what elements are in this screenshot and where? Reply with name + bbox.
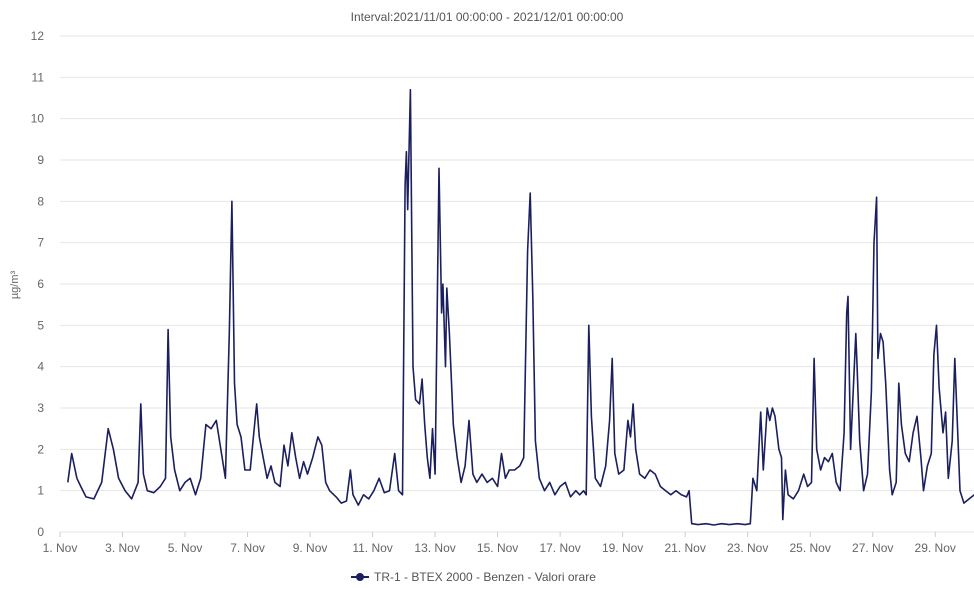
y-axis-label: µg/m³ xyxy=(9,270,21,299)
y-tick-label: 1 xyxy=(37,484,44,498)
x-tick-label: 27. Nov xyxy=(852,541,893,555)
legend-dot-marker xyxy=(356,573,364,581)
x-tick-label: 29. Nov xyxy=(915,541,956,555)
y-tick-label: 10 xyxy=(31,112,45,126)
x-tick-label: 23. Nov xyxy=(727,541,768,555)
x-tick-label: 21. Nov xyxy=(664,541,705,555)
x-tick-label: 25. Nov xyxy=(790,541,831,555)
series-layer xyxy=(67,88,974,526)
series-line-0[interactable] xyxy=(67,88,974,526)
x-tick-label: 11. Nov xyxy=(352,541,392,555)
gridlines xyxy=(60,35,974,533)
x-tick-label: 19. Nov xyxy=(602,541,643,555)
y-tick-label: 12 xyxy=(31,29,45,43)
chart-title: Interval:2021/11/01 00:00:00 - 2021/12/0… xyxy=(351,10,624,24)
x-tick-label: 7. Nov xyxy=(230,541,265,555)
y-tick-label: 3 xyxy=(37,401,44,415)
y-tick-label: 4 xyxy=(37,360,44,374)
x-tick-label: 9. Nov xyxy=(293,541,328,555)
x-axis-ticks: 1. Nov 3. Nov 5. Nov 7. Nov 9. Nov 11. Nov 13.… xyxy=(43,532,956,555)
legend-label: TR-1 - BTEX 2000 - Benzen - Valori orare xyxy=(374,570,596,584)
x-tick-label: 1. Nov xyxy=(43,541,78,555)
y-tick-label: 0 xyxy=(37,525,44,539)
y-tick-label: 2 xyxy=(37,442,44,456)
x-tick-label: 17. Nov xyxy=(539,541,580,555)
x-tick-label: 13. Nov xyxy=(414,541,455,555)
y-tick-label: 6 xyxy=(37,277,44,291)
x-tick-label: 3. Nov xyxy=(105,541,140,555)
y-tick-label: 8 xyxy=(37,194,44,208)
y-tick-label: 9 xyxy=(37,153,44,167)
y-tick-label: 7 xyxy=(37,236,44,250)
x-tick-label: 15. Nov xyxy=(477,541,518,555)
x-tick-label: 5. Nov xyxy=(168,541,203,555)
y-tick-label: 5 xyxy=(37,318,44,332)
y-tick-label: 11 xyxy=(32,70,45,84)
legend[interactable]: TR-1 - BTEX 2000 - Benzen - Valori orare xyxy=(351,570,596,584)
